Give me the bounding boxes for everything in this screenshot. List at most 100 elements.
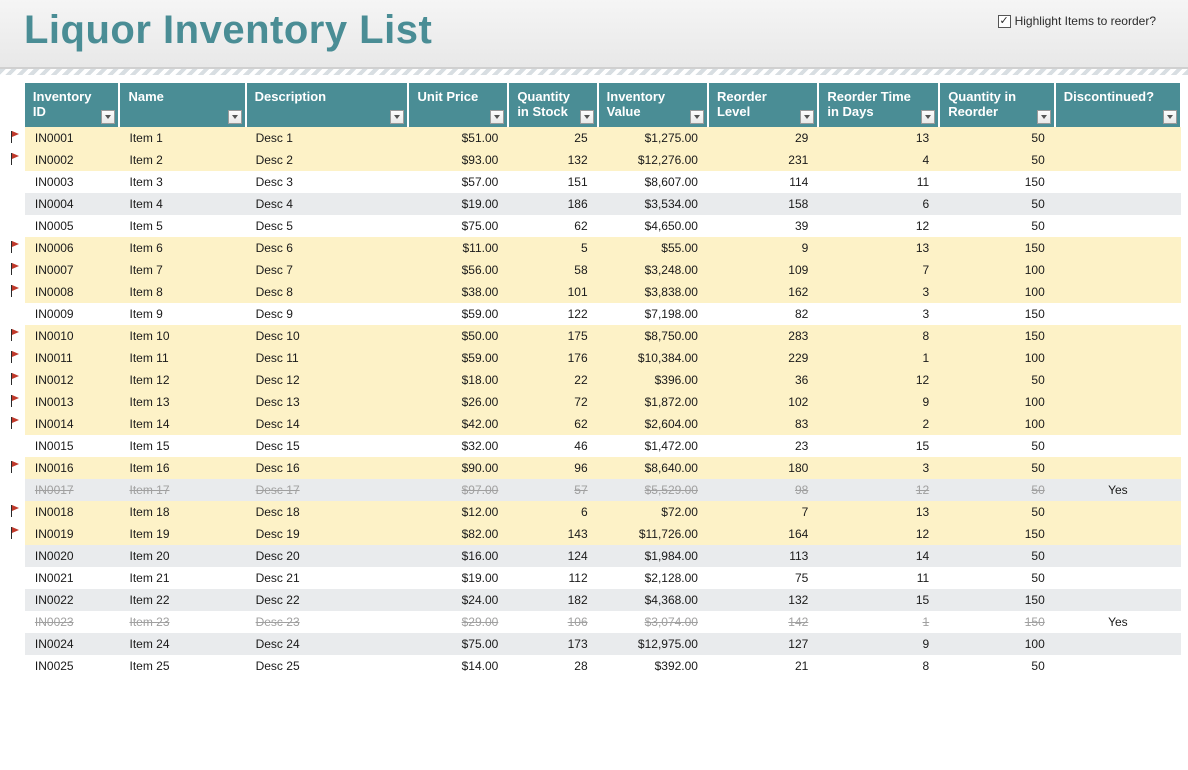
cell-days: 4 [818, 149, 939, 171]
col-header-name[interactable]: Name [119, 83, 245, 127]
table-row[interactable]: IN0004Item 4Desc 4$19.00186$3,534.001586… [6, 193, 1181, 215]
table-row[interactable]: IN0024Item 24Desc 24$75.00173$12,975.001… [6, 633, 1181, 655]
cell-name: Item 17 [119, 479, 245, 501]
table-row[interactable]: IN0003Item 3Desc 3$57.00151$8,607.001141… [6, 171, 1181, 193]
table-row[interactable]: IN0013Item 13Desc 13$26.0072$1,872.00102… [6, 391, 1181, 413]
cell-name: Item 6 [119, 237, 245, 259]
col-header-value[interactable]: InventoryValue [598, 83, 708, 127]
table-row[interactable]: IN0022Item 22Desc 22$24.00182$4,368.0013… [6, 589, 1181, 611]
filter-dropdown-icon[interactable] [690, 110, 704, 124]
flag-cell [6, 523, 25, 545]
col-header-label: Description [255, 89, 327, 104]
highlight-label: Highlight Items to reorder? [1015, 14, 1156, 28]
cell-disc [1055, 567, 1181, 589]
table-row[interactable]: IN0009Item 9Desc 9$59.00122$7,198.008231… [6, 303, 1181, 325]
table-row[interactable]: IN0018Item 18Desc 18$12.006$72.0071350 [6, 501, 1181, 523]
cell-name: Item 5 [119, 215, 245, 237]
cell-days: 3 [818, 281, 939, 303]
cell-qreorder: 100 [939, 281, 1055, 303]
cell-name: Item 11 [119, 347, 245, 369]
cell-reorder: 7 [708, 501, 818, 523]
cell-reorder: 132 [708, 589, 818, 611]
table-row[interactable]: IN0007Item 7Desc 7$56.0058$3,248.0010971… [6, 259, 1181, 281]
col-header-qreorder[interactable]: Quantity inReorder [939, 83, 1055, 127]
cell-value: $8,750.00 [598, 325, 708, 347]
cell-qreorder: 50 [939, 545, 1055, 567]
cell-desc: Desc 15 [246, 435, 409, 457]
col-header-reorder[interactable]: ReorderLevel [708, 83, 818, 127]
cell-value: $8,640.00 [598, 457, 708, 479]
cell-disc [1055, 523, 1181, 545]
cell-price: $26.00 [408, 391, 508, 413]
table-row[interactable]: IN0005Item 5Desc 5$75.0062$4,650.0039125… [6, 215, 1181, 237]
col-header-stock[interactable]: Quantityin Stock [508, 83, 597, 127]
cell-days: 9 [818, 391, 939, 413]
table-row[interactable]: IN0017Item 17Desc 17$97.0057$5,529.00981… [6, 479, 1181, 501]
table-row[interactable]: IN0010Item 10Desc 10$50.00175$8,750.0028… [6, 325, 1181, 347]
reorder-flag-icon [10, 351, 20, 363]
cell-stock: 62 [508, 215, 597, 237]
reorder-flag-icon [10, 527, 20, 539]
filter-dropdown-icon[interactable] [390, 110, 404, 124]
cell-reorder: 158 [708, 193, 818, 215]
filter-dropdown-icon[interactable] [800, 110, 814, 124]
cell-qreorder: 50 [939, 655, 1055, 677]
cell-qreorder: 50 [939, 149, 1055, 171]
cell-reorder: 39 [708, 215, 818, 237]
cell-value: $396.00 [598, 369, 708, 391]
cell-qreorder: 150 [939, 611, 1055, 633]
table-header-row: InventoryIDNameDescriptionUnit PriceQuan… [6, 83, 1181, 127]
cell-stock: 175 [508, 325, 597, 347]
col-header-label: Name [128, 89, 163, 104]
table-row[interactable]: IN0006Item 6Desc 6$11.005$55.00913150 [6, 237, 1181, 259]
cell-reorder: 75 [708, 567, 818, 589]
cell-name: Item 16 [119, 457, 245, 479]
cell-id: IN0024 [25, 633, 120, 655]
cell-price: $82.00 [408, 523, 508, 545]
table-row[interactable]: IN0023Item 23Desc 23$29.00106$3,074.0014… [6, 611, 1181, 633]
table-row[interactable]: IN0001Item 1Desc 1$51.0025$1,275.0029135… [6, 127, 1181, 149]
cell-desc: Desc 25 [246, 655, 409, 677]
table-row[interactable]: IN0025Item 25Desc 25$14.0028$392.0021850 [6, 655, 1181, 677]
cell-stock: 112 [508, 567, 597, 589]
filter-dropdown-icon[interactable] [490, 110, 504, 124]
flag-cell [6, 215, 25, 237]
table-row[interactable]: IN0015Item 15Desc 15$32.0046$1,472.00231… [6, 435, 1181, 457]
filter-dropdown-icon[interactable] [1037, 110, 1051, 124]
cell-name: Item 12 [119, 369, 245, 391]
table-row[interactable]: IN0016Item 16Desc 16$90.0096$8,640.00180… [6, 457, 1181, 479]
col-header-disc[interactable]: Discontinued? [1055, 83, 1181, 127]
filter-dropdown-icon[interactable] [101, 110, 115, 124]
highlight-reorder-checkbox[interactable]: ✓ Highlight Items to reorder? [998, 14, 1156, 28]
cell-reorder: 283 [708, 325, 818, 347]
cell-desc: Desc 13 [246, 391, 409, 413]
table-row[interactable]: IN0002Item 2Desc 2$93.00132$12,276.00231… [6, 149, 1181, 171]
filter-dropdown-icon[interactable] [921, 110, 935, 124]
cell-value: $4,650.00 [598, 215, 708, 237]
filter-dropdown-icon[interactable] [228, 110, 242, 124]
table-row[interactable]: IN0011Item 11Desc 11$59.00176$10,384.002… [6, 347, 1181, 369]
table-row[interactable]: IN0012Item 12Desc 12$18.0022$396.0036125… [6, 369, 1181, 391]
table-row[interactable]: IN0014Item 14Desc 14$42.0062$2,604.00832… [6, 413, 1181, 435]
cell-reorder: 114 [708, 171, 818, 193]
cell-value: $3,074.00 [598, 611, 708, 633]
cell-disc [1055, 435, 1181, 457]
reorder-flag-icon [10, 505, 20, 517]
table-row[interactable]: IN0019Item 19Desc 19$82.00143$11,726.001… [6, 523, 1181, 545]
cell-desc: Desc 11 [246, 347, 409, 369]
col-header-price[interactable]: Unit Price [408, 83, 508, 127]
flag-cell [6, 127, 25, 149]
flag-column-header [6, 83, 25, 127]
col-header-desc[interactable]: Description [246, 83, 409, 127]
cell-disc [1055, 413, 1181, 435]
filter-dropdown-icon[interactable] [580, 110, 594, 124]
table-row[interactable]: IN0021Item 21Desc 21$19.00112$2,128.0075… [6, 567, 1181, 589]
filter-dropdown-icon[interactable] [1163, 110, 1177, 124]
table-row[interactable]: IN0020Item 20Desc 20$16.00124$1,984.0011… [6, 545, 1181, 567]
col-header-id[interactable]: InventoryID [25, 83, 120, 127]
cell-desc: Desc 2 [246, 149, 409, 171]
col-header-label: Discontinued? [1064, 89, 1154, 104]
col-header-days[interactable]: Reorder Timein Days [818, 83, 939, 127]
cell-stock: 57 [508, 479, 597, 501]
table-row[interactable]: IN0008Item 8Desc 8$38.00101$3,838.001623… [6, 281, 1181, 303]
